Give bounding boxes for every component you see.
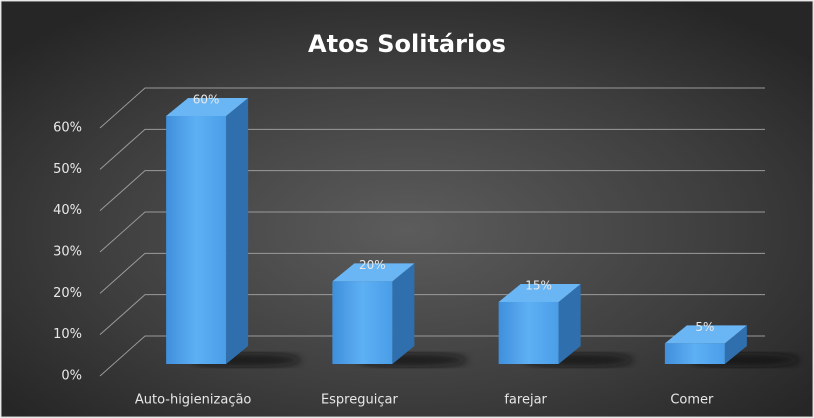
x-tick-label: Comer bbox=[670, 393, 714, 408]
grid-line bbox=[99, 128, 765, 170]
y-tick-label: 0% bbox=[61, 369, 82, 384]
grid-line bbox=[99, 211, 765, 253]
y-tick-label: 60% bbox=[53, 121, 82, 136]
x-tick-label: farejar bbox=[504, 393, 547, 408]
bar-top bbox=[498, 284, 581, 302]
bar-side bbox=[226, 98, 249, 364]
grid-line bbox=[99, 87, 765, 129]
bar bbox=[166, 116, 227, 364]
bar-top bbox=[664, 325, 747, 344]
bar bbox=[498, 302, 559, 364]
value-label: 60% bbox=[193, 93, 220, 107]
x-tick-label: Auto-higienização bbox=[135, 393, 252, 408]
chart-title: Atos Solitários bbox=[308, 30, 506, 58]
bar-top bbox=[332, 263, 415, 282]
value-label: 5% bbox=[695, 320, 714, 334]
bar-top bbox=[166, 98, 249, 116]
bar bbox=[664, 343, 725, 364]
y-tick-label: 40% bbox=[53, 203, 82, 218]
y-tick-label: 30% bbox=[53, 245, 82, 260]
value-label: 20% bbox=[359, 258, 386, 272]
bar-side bbox=[558, 284, 581, 364]
x-tick-label: Espreguiçar bbox=[321, 393, 399, 408]
grid-line bbox=[99, 170, 765, 212]
y-tick-label: 10% bbox=[53, 327, 82, 342]
value-label: 15% bbox=[525, 279, 552, 293]
bar-side bbox=[392, 263, 415, 364]
y-tick-label: 50% bbox=[53, 162, 82, 177]
y-tick-label: 20% bbox=[53, 286, 82, 301]
grid-line bbox=[99, 252, 765, 294]
bar bbox=[332, 281, 393, 364]
bar-side bbox=[724, 325, 747, 364]
